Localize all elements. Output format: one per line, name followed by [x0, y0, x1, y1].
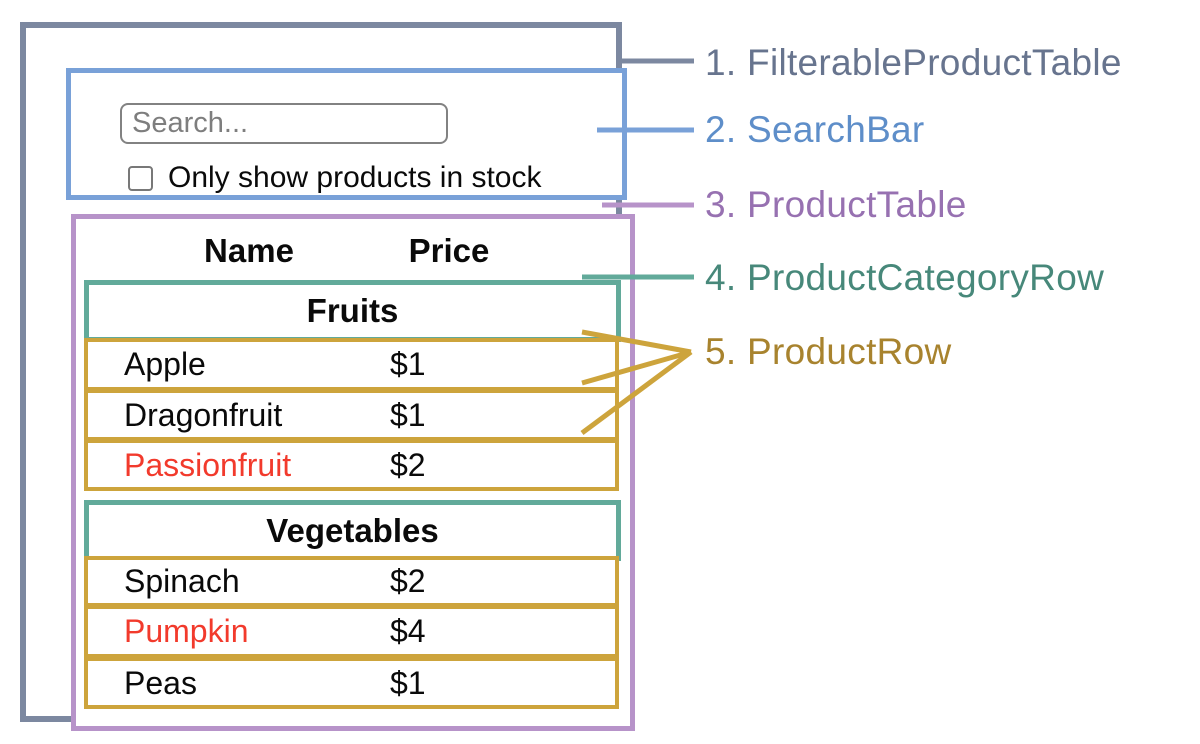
product-price: $2: [390, 446, 426, 483]
product-name: Apple: [124, 346, 206, 382]
product-price: $4: [390, 613, 426, 649]
product-name: Dragonfruit: [124, 396, 283, 433]
in-stock-checkbox-label: Only show products in stock: [168, 161, 542, 194]
product-row: Dragonfruit $1: [84, 389, 619, 441]
product-row: Pumpkin $4: [84, 605, 619, 658]
product-category-row: Vegetables: [84, 500, 621, 561]
category-title: Vegetables: [266, 511, 439, 549]
product-table-box: Name Price Fruits Apple $1 Dragonfruit $…: [71, 214, 635, 731]
product-row: Passionfruit $2: [84, 439, 619, 491]
product-price: $1: [390, 664, 426, 701]
legend-search-bar: 2. SearchBar: [705, 109, 925, 150]
category-title: Fruits: [306, 292, 399, 329]
product-price: $1: [390, 346, 426, 382]
product-price: $1: [390, 396, 426, 433]
product-name: Passionfruit: [124, 446, 292, 483]
product-row: Apple $1: [84, 338, 619, 391]
legend-product-table: 3. ProductTable: [705, 184, 967, 225]
search-bar-box: Only show products in stock: [66, 68, 627, 200]
filterable-product-table-box: Only show products in stock Name Price F…: [20, 22, 635, 731]
legend-product-row: 5. ProductRow: [705, 331, 952, 372]
product-row: Peas $1: [84, 657, 619, 709]
legend-product-category-row: 4. ProductCategoryRow: [705, 257, 1105, 298]
legend-filterable-product-table: 1. FilterableProductTable: [705, 42, 1122, 83]
product-name: Pumpkin: [124, 613, 249, 649]
column-header-price: Price: [408, 232, 490, 269]
column-header-name: Name: [204, 232, 294, 269]
in-stock-checkbox[interactable]: [128, 166, 153, 191]
search-input[interactable]: [120, 103, 448, 144]
product-price: $2: [390, 563, 426, 599]
product-category-row: Fruits: [84, 280, 621, 342]
product-name: Spinach: [124, 563, 240, 599]
product-row: Spinach $2: [84, 556, 619, 607]
product-name: Peas: [124, 664, 197, 701]
